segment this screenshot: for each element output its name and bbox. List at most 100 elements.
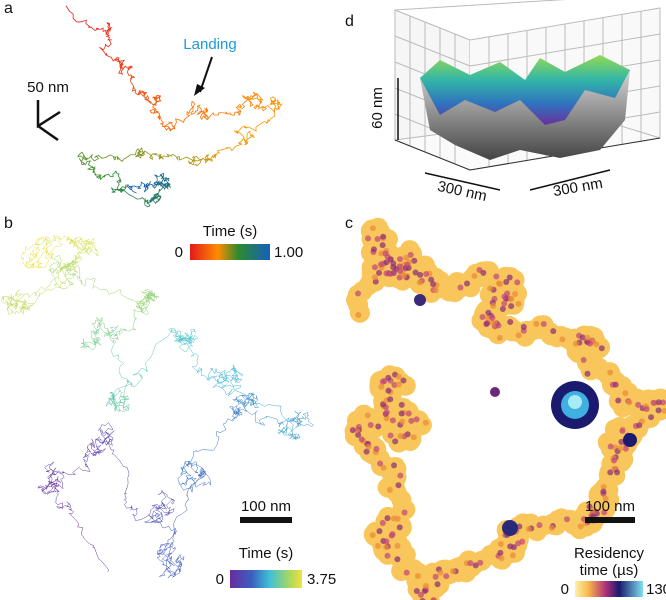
colorbar-title: Residency bbox=[574, 545, 645, 562]
trajectory-segment bbox=[103, 40, 112, 49]
colorbar-min: 0 bbox=[561, 581, 569, 598]
trajectory-segment bbox=[162, 153, 173, 158]
trajectory-segment bbox=[158, 155, 164, 160]
trajectory-segment bbox=[99, 438, 112, 451]
trajectory-segment bbox=[169, 556, 182, 568]
trajectory-segment bbox=[93, 450, 103, 456]
trajectory-segment bbox=[118, 390, 125, 404]
trajectory-segment bbox=[268, 107, 281, 122]
trajectory-segment bbox=[230, 378, 242, 390]
trajectory-segment bbox=[84, 244, 98, 254]
trajectory-segment bbox=[109, 325, 119, 337]
trajectory-segment bbox=[165, 524, 175, 571]
trajectory-segment bbox=[232, 364, 239, 379]
trajectory-segment bbox=[104, 430, 115, 441]
trajectory-segment bbox=[190, 352, 199, 368]
trajectory-segment bbox=[75, 236, 95, 247]
trajectory-segment bbox=[137, 147, 144, 157]
trajectory-segment bbox=[197, 471, 206, 479]
residency-cell bbox=[635, 401, 642, 408]
trajectory-segment bbox=[195, 470, 206, 482]
residency-cell bbox=[392, 438, 399, 445]
trajectory-segment bbox=[85, 278, 107, 290]
residency-cell bbox=[480, 269, 487, 276]
residency-cell bbox=[400, 377, 407, 384]
trajectory-segment bbox=[242, 398, 256, 411]
residency-cell bbox=[607, 443, 614, 450]
panel-letter: d bbox=[345, 13, 354, 30]
colorbar bbox=[575, 581, 643, 597]
residency-cell bbox=[379, 519, 386, 526]
trajectory-segment bbox=[154, 94, 162, 102]
y-arrow bbox=[529, 169, 611, 191]
trajectory-segment bbox=[66, 272, 76, 282]
residency-cell bbox=[509, 552, 516, 559]
trajectory-segment bbox=[78, 156, 85, 166]
trajectory-segment bbox=[48, 268, 58, 286]
trajectory-segment bbox=[21, 304, 34, 311]
trajectory-segment bbox=[173, 560, 183, 576]
trajectory-segment bbox=[212, 385, 233, 396]
trajectory-segment bbox=[63, 259, 77, 266]
residency-cell bbox=[417, 271, 424, 278]
panel-letter: a bbox=[4, 0, 13, 17]
trajectory-segment bbox=[51, 281, 66, 291]
trajectory-segment bbox=[199, 157, 209, 164]
trajectory-segment bbox=[88, 543, 109, 572]
trajectory-segment bbox=[19, 299, 35, 307]
residency-cell bbox=[586, 340, 593, 347]
residency-cell bbox=[401, 272, 408, 279]
trajectory-segment bbox=[144, 94, 156, 106]
residency-cell bbox=[417, 591, 424, 598]
trajectory-segment bbox=[175, 334, 181, 341]
trajectory-segment bbox=[112, 170, 121, 180]
trajectory-segment bbox=[292, 434, 300, 441]
trajectory-segment bbox=[188, 335, 199, 347]
residency-cell bbox=[584, 334, 591, 341]
trajectory-segment bbox=[119, 59, 126, 72]
trajectory-segment bbox=[29, 249, 38, 260]
residency-cell bbox=[550, 328, 557, 335]
trajectory-segment bbox=[286, 419, 294, 433]
trajectory-segment bbox=[244, 135, 255, 144]
trajectory-segment bbox=[199, 110, 205, 121]
trajectory-segment bbox=[150, 292, 160, 298]
trajectory-segment bbox=[173, 335, 188, 342]
trajectory-segment bbox=[181, 329, 195, 346]
trajectory-segment bbox=[47, 470, 65, 483]
residency-cell bbox=[358, 436, 365, 443]
residency-cell bbox=[378, 261, 385, 268]
trajectory-segment bbox=[111, 449, 130, 478]
residency-cell bbox=[507, 295, 514, 302]
residency-cell bbox=[401, 509, 408, 516]
residency-cell bbox=[397, 472, 404, 479]
residency-cell bbox=[349, 427, 356, 434]
trajectory-segment bbox=[163, 177, 170, 183]
trajectory-segment bbox=[120, 395, 129, 401]
trajectory-segment bbox=[27, 286, 45, 298]
trajectory-segment bbox=[44, 252, 54, 260]
trajectory-segment bbox=[113, 380, 134, 394]
residency-cell bbox=[387, 270, 394, 277]
colorbar bbox=[230, 570, 302, 588]
residency-cell bbox=[622, 445, 629, 452]
trajectory-segment bbox=[138, 197, 146, 205]
residency-cell bbox=[365, 443, 372, 450]
residency-cell bbox=[598, 345, 605, 352]
trajectory-segment bbox=[164, 506, 175, 517]
trajectory-segment bbox=[48, 262, 60, 274]
trajectory-segment bbox=[140, 504, 160, 520]
trajectory-segment bbox=[37, 485, 46, 494]
trajectory-segment bbox=[68, 508, 78, 523]
trajectory-segment bbox=[213, 369, 226, 387]
residency-cell bbox=[396, 524, 403, 531]
residency-cell bbox=[395, 381, 402, 388]
scale-label: 100 nm bbox=[241, 498, 291, 515]
residency-cell bbox=[408, 417, 415, 424]
residency-cell bbox=[380, 464, 387, 471]
residency-cell bbox=[370, 246, 377, 253]
trajectory-segment bbox=[178, 336, 185, 344]
residency-cell bbox=[515, 540, 522, 547]
trajectory-segment bbox=[261, 104, 270, 112]
trajectory-segment bbox=[50, 482, 64, 490]
